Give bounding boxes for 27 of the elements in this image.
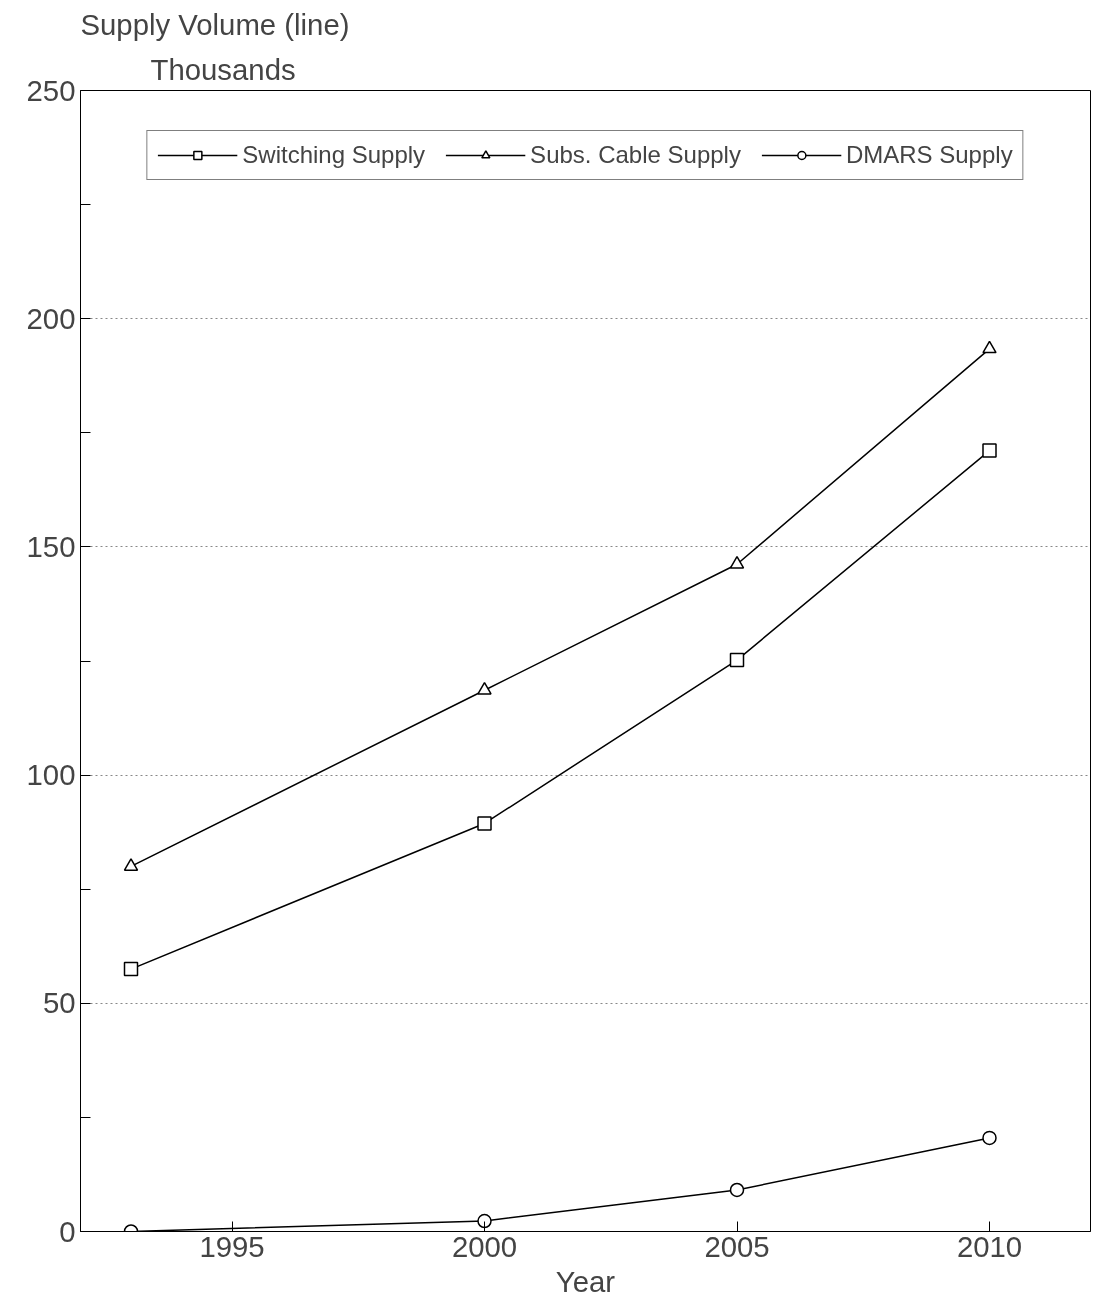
legend-label: DMARS Supply [845, 141, 1013, 169]
x-tick-label: 1995 [199, 1229, 265, 1263]
point [477, 816, 492, 831]
y-tick-label: 250 [26, 73, 76, 107]
point [982, 340, 997, 354]
y-tick-label: 200 [26, 301, 76, 335]
y-tick-label: 150 [26, 529, 76, 563]
x-tick-label: 2000 [451, 1229, 518, 1263]
y-tick-label: 100 [26, 758, 76, 792]
y-axis-title: Thousands [150, 52, 296, 86]
point [477, 681, 492, 695]
point [477, 1213, 492, 1229]
chart-title: Supply Volume (line) [80, 7, 350, 41]
point [982, 443, 997, 458]
legend-label: Switching Supply [242, 141, 426, 169]
legend-label: Subs. Cable Supply [530, 141, 741, 169]
y-tick-label: 50 [42, 986, 76, 1020]
x-tick-label: 2005 [704, 1229, 770, 1263]
x-axis-title: Year [555, 1264, 616, 1298]
point [729, 652, 745, 668]
point [982, 1130, 997, 1146]
point [729, 1182, 745, 1198]
x-tick-label: 2010 [956, 1229, 1023, 1263]
y-tick-label: 0 [59, 1214, 76, 1248]
point [123, 858, 139, 871]
point [729, 555, 745, 569]
point [123, 961, 139, 977]
